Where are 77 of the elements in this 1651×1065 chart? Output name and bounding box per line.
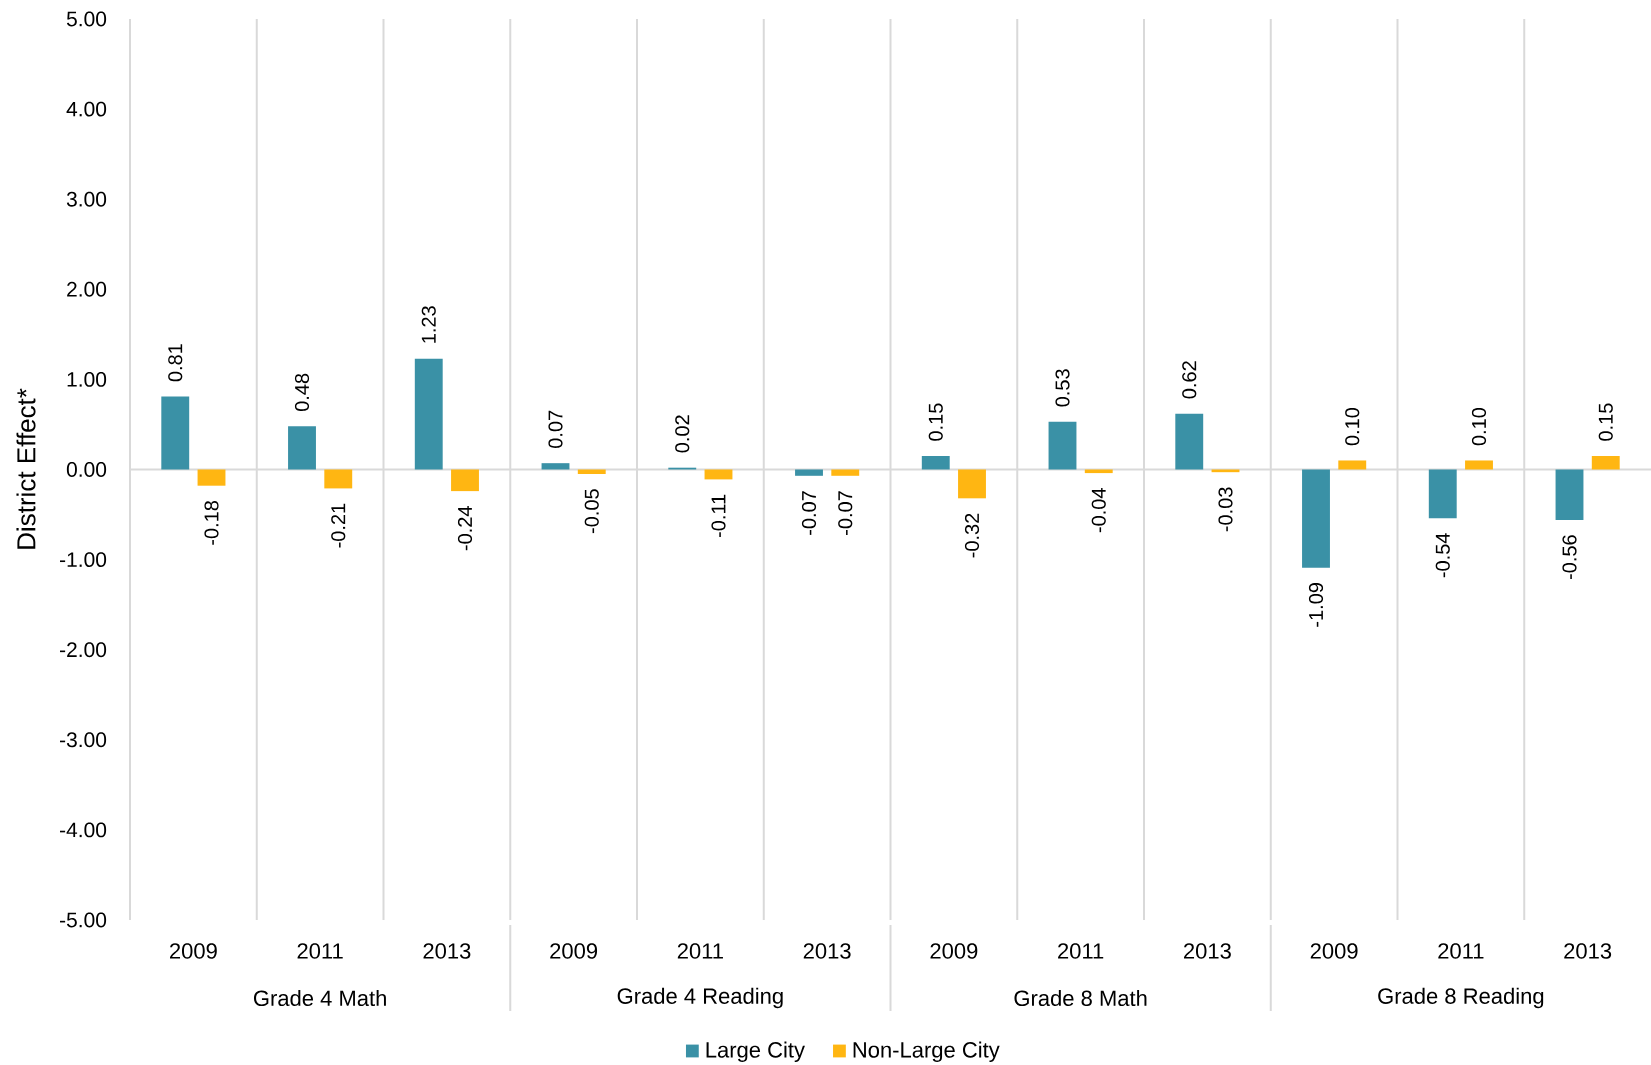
bar <box>1555 469 1584 520</box>
bar <box>831 469 860 476</box>
data-label: -1.09 <box>1308 583 1324 627</box>
y-tick-label: 5.00 <box>66 11 107 27</box>
x-tick-label: 2011 <box>297 943 343 959</box>
y-tick-label: -3.00 <box>60 732 107 748</box>
data-label: 0.10 <box>1471 407 1487 446</box>
x-tick-label: 2011 <box>1058 943 1104 959</box>
y-tick-label: 3.00 <box>66 191 107 207</box>
data-label: 0.62 <box>1182 361 1197 399</box>
data-label: -0.04 <box>1091 488 1106 533</box>
bar <box>1084 469 1113 474</box>
bar <box>1211 469 1240 473</box>
y-tick-label: -5.00 <box>60 912 107 928</box>
x-tick-label: 2013 <box>423 943 471 959</box>
data-label: -0.24 <box>457 506 473 551</box>
data-label: -0.21 <box>331 503 346 548</box>
data-label: -0.56 <box>1562 535 1577 580</box>
data-label: -0.32 <box>964 513 980 558</box>
y-tick-label: 4.00 <box>66 101 107 117</box>
bar <box>1302 469 1330 568</box>
y-tick-label: 1.00 <box>67 371 107 387</box>
bar <box>1048 421 1077 470</box>
data-label: -0.05 <box>584 489 599 534</box>
bar <box>288 426 316 470</box>
bar <box>541 463 570 470</box>
bar <box>1175 413 1204 470</box>
bar <box>795 469 823 476</box>
y-tick-label: 0.00 <box>66 462 107 477</box>
data-label: 0.10 <box>1345 407 1360 446</box>
text: Grade 4 Math <box>253 989 386 1007</box>
data-label: 0.81 <box>168 344 183 382</box>
bar <box>451 469 479 492</box>
x-tick-label: 2009 <box>550 943 598 959</box>
y-tick-label: 2.00 <box>67 281 107 297</box>
x-tick-label: 2013 <box>1564 943 1612 959</box>
bar <box>958 469 986 499</box>
x-tick-label: 2009 <box>170 943 217 959</box>
bar <box>704 469 733 480</box>
y-tick-label: -2.00 <box>60 642 107 658</box>
x-tick-label: 2009 <box>1310 943 1358 959</box>
x-tick-label: 2009 <box>930 943 978 959</box>
data-label: 0.15 <box>928 403 943 441</box>
data-label: 0.15 <box>1598 403 1613 441</box>
bar <box>1591 455 1620 470</box>
data-label: -0.54 <box>1435 533 1450 578</box>
legend-label: Non-Large City <box>853 1041 1000 1063</box>
y-tick-label: -4.00 <box>60 822 107 838</box>
text: Grade 8 Math <box>1014 989 1147 1007</box>
bar <box>324 469 353 489</box>
data-label: -0.07 <box>801 491 817 535</box>
data-label: -0.07 <box>838 491 853 535</box>
x-tick-label: 2011 <box>677 943 723 959</box>
legend-label: Large City <box>706 1041 805 1063</box>
data-label: 0.53 <box>1055 369 1070 407</box>
data-label: 0.02 <box>675 415 690 453</box>
text: Grade 8 Reading <box>1378 987 1544 1009</box>
bar <box>414 358 443 470</box>
y-tick-label: -1.00 <box>60 552 107 568</box>
data-label: -0.03 <box>1218 487 1233 532</box>
bar <box>1465 460 1493 470</box>
data-label: -0.18 <box>204 500 219 545</box>
x-tick-label: 2011 <box>1438 943 1484 959</box>
x-tick-label: 2013 <box>803 943 851 959</box>
bar <box>197 469 226 486</box>
bar <box>161 396 190 470</box>
bar <box>1428 469 1457 519</box>
text: Grade 4 Reading <box>617 987 783 1009</box>
data-label: -0.11 <box>711 494 726 538</box>
x-tick-label: 2013 <box>1184 943 1231 959</box>
y-axis-title: District Effect* <box>16 388 36 549</box>
data-label: 0.07 <box>548 410 563 448</box>
bar <box>1338 460 1367 470</box>
data-label: 1.23 <box>421 306 436 343</box>
bar <box>921 455 950 470</box>
bar <box>577 469 606 474</box>
data-label: 0.48 <box>294 373 310 412</box>
